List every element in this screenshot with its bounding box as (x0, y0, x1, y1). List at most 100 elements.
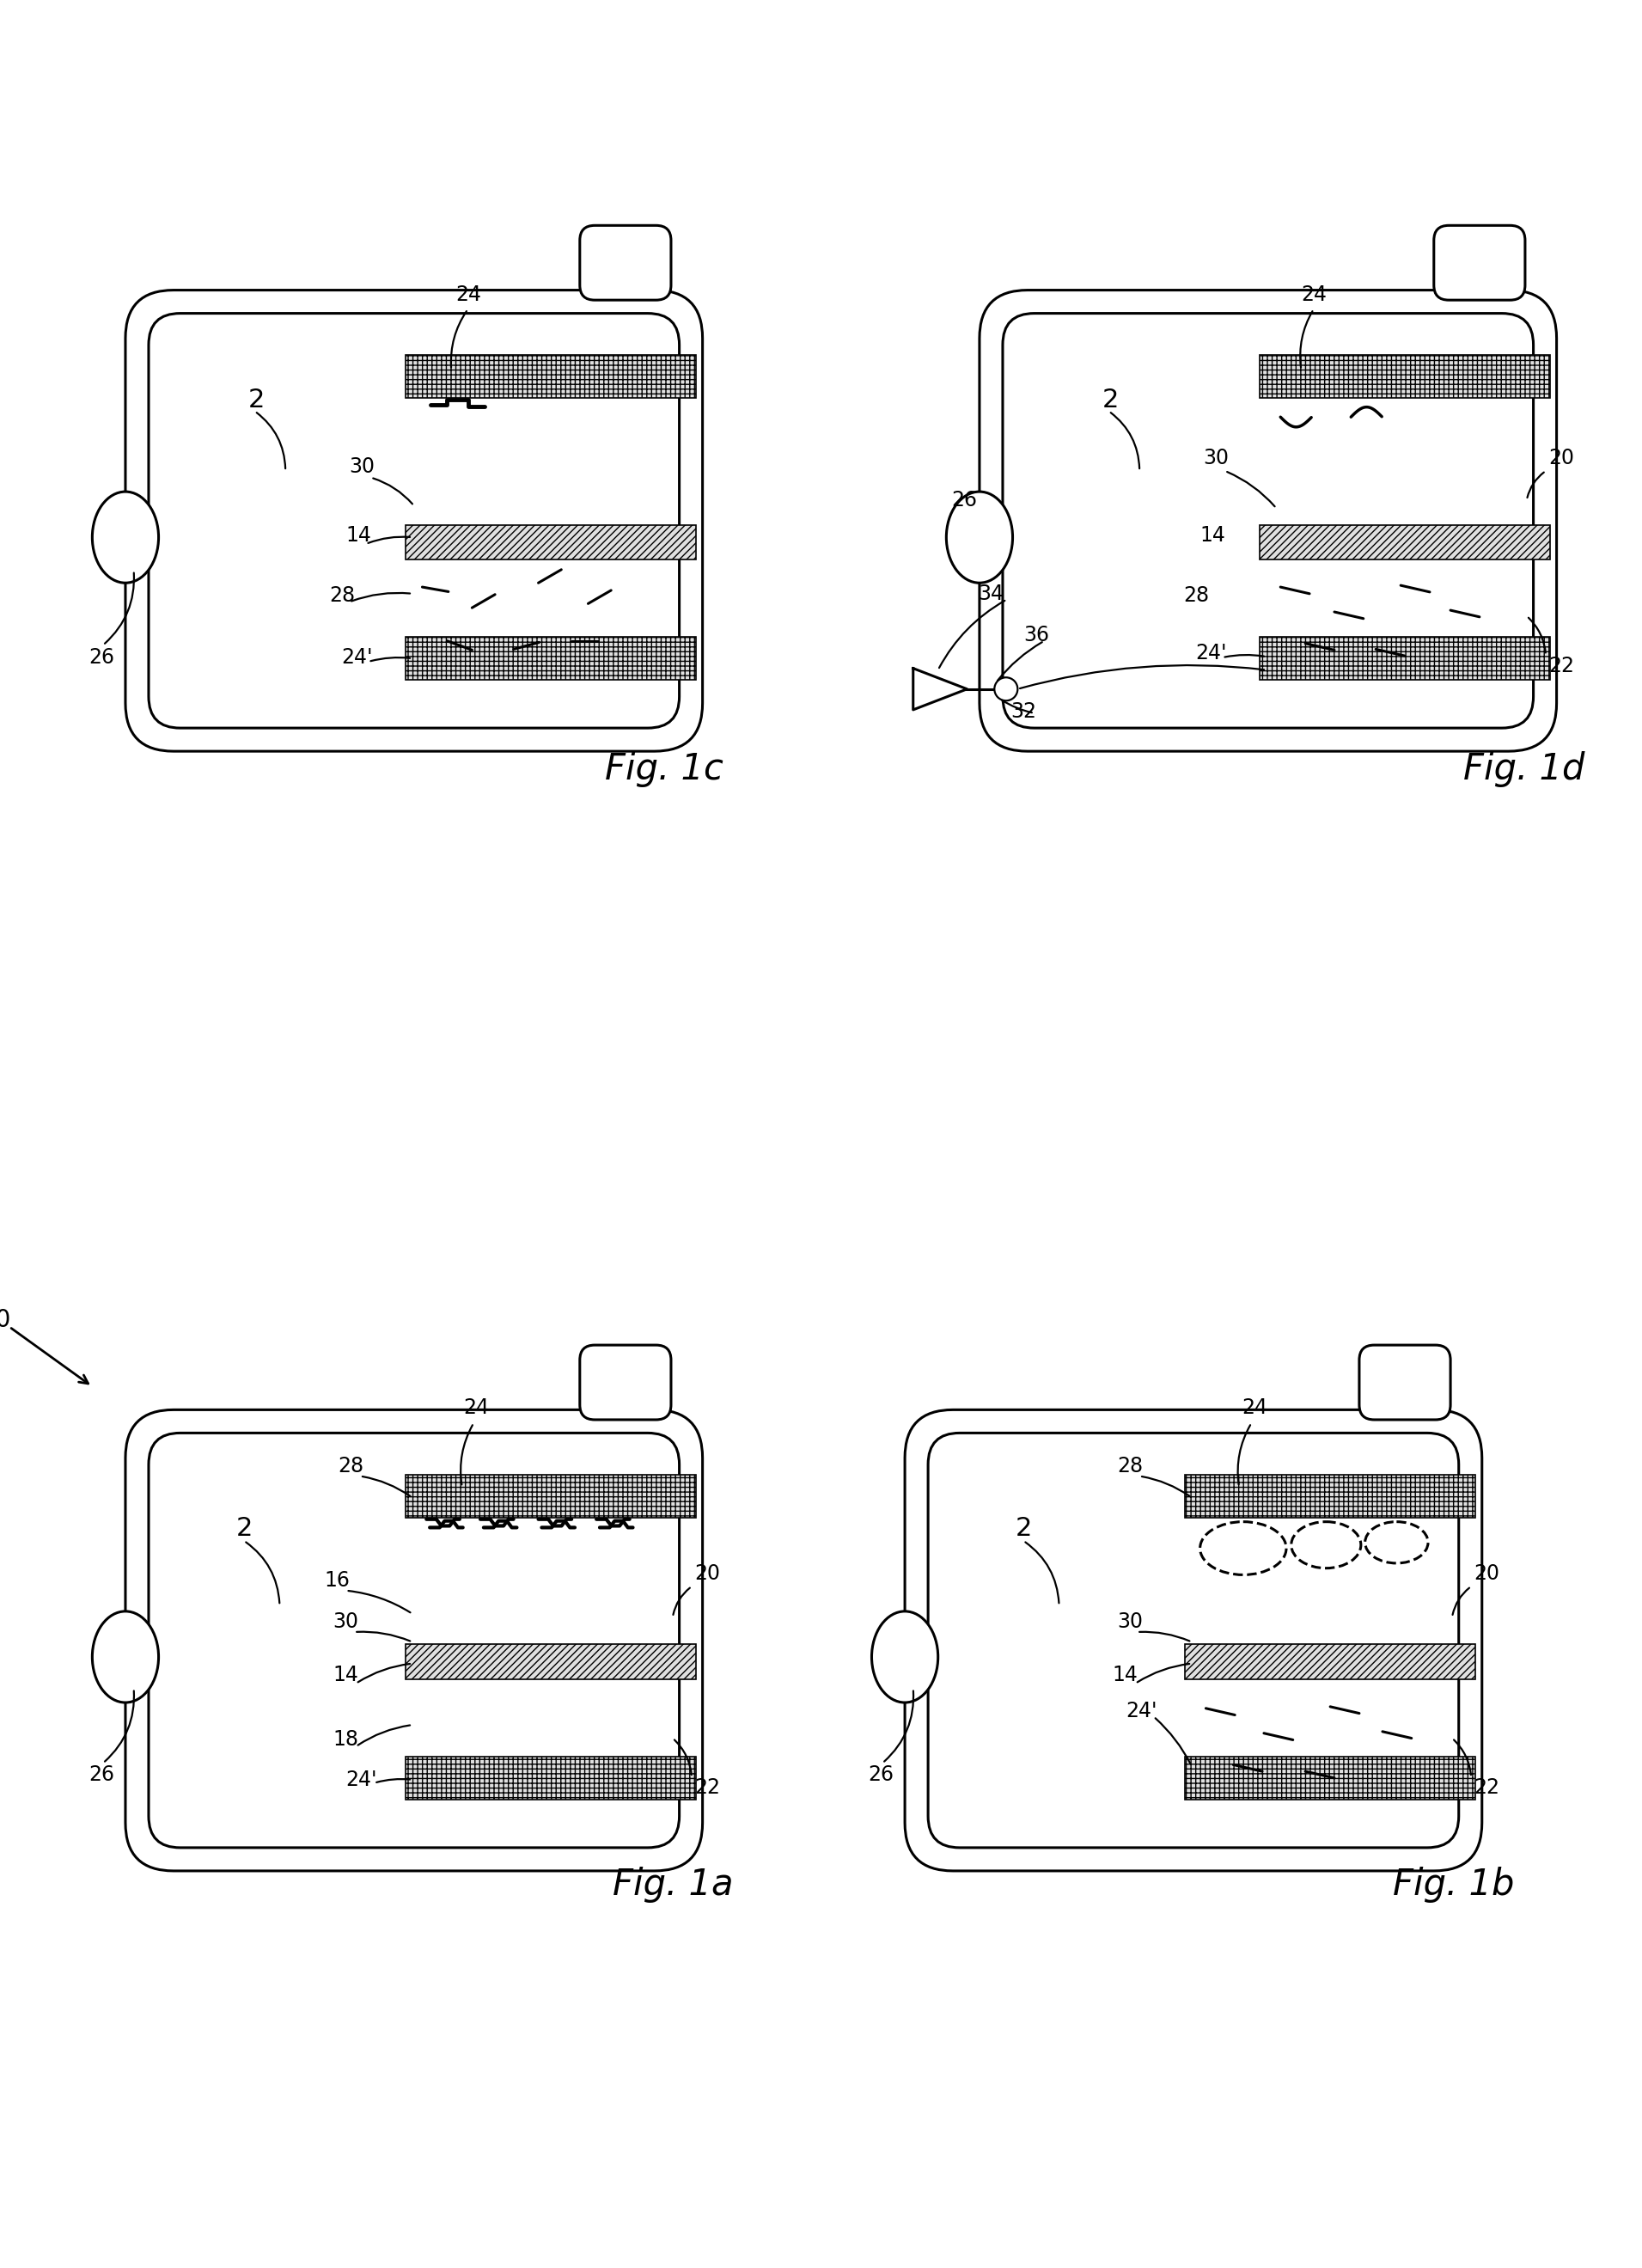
Bar (1259, 354, 1550, 397)
FancyArrowPatch shape (371, 658, 410, 660)
Text: 26: 26 (89, 1765, 115, 1785)
FancyArrowPatch shape (351, 592, 410, 601)
Text: 26: 26 (951, 490, 977, 510)
Text: 32: 32 (1011, 701, 1036, 721)
Text: 16: 16 (325, 1569, 350, 1590)
FancyArrowPatch shape (673, 1588, 690, 1615)
FancyBboxPatch shape (580, 1345, 672, 1420)
FancyArrowPatch shape (1138, 1665, 1189, 1683)
Text: 14: 14 (1200, 526, 1225, 547)
FancyArrowPatch shape (368, 538, 410, 542)
FancyArrowPatch shape (105, 574, 135, 644)
Bar (406, 637, 696, 680)
Text: 2: 2 (248, 388, 264, 413)
Bar (406, 1644, 696, 1678)
FancyBboxPatch shape (149, 313, 680, 728)
FancyArrowPatch shape (1140, 1633, 1189, 1642)
Ellipse shape (1365, 1522, 1429, 1563)
FancyArrowPatch shape (1300, 311, 1312, 367)
Bar (406, 354, 696, 397)
Text: 20: 20 (1473, 1563, 1499, 1585)
Text: 18: 18 (333, 1730, 358, 1751)
FancyBboxPatch shape (905, 1411, 1483, 1871)
FancyBboxPatch shape (1003, 313, 1534, 728)
Text: 24: 24 (455, 286, 481, 306)
FancyArrowPatch shape (105, 1692, 135, 1762)
FancyArrowPatch shape (256, 413, 286, 469)
Bar (1186, 1755, 1475, 1799)
FancyArrowPatch shape (1227, 472, 1274, 506)
Text: 34: 34 (979, 583, 1003, 603)
FancyArrowPatch shape (1529, 617, 1545, 653)
Bar (1259, 637, 1550, 680)
FancyArrowPatch shape (452, 311, 466, 367)
FancyArrowPatch shape (246, 1542, 279, 1603)
FancyArrowPatch shape (358, 1665, 410, 1683)
Text: Fig. 1b: Fig. 1b (1392, 1867, 1514, 1903)
FancyBboxPatch shape (125, 290, 703, 751)
Text: 36: 36 (1023, 624, 1049, 646)
FancyArrowPatch shape (356, 1631, 410, 1642)
Text: Fig. 1c: Fig. 1c (604, 751, 722, 787)
Ellipse shape (1200, 1522, 1286, 1574)
FancyArrowPatch shape (885, 1692, 913, 1762)
FancyArrowPatch shape (1453, 1740, 1471, 1776)
Text: 24': 24' (346, 1769, 378, 1789)
Text: 20: 20 (1548, 449, 1575, 469)
Bar (406, 524, 696, 560)
Text: 24': 24' (1195, 644, 1227, 665)
Text: 2: 2 (236, 1515, 253, 1540)
Text: 24': 24' (1125, 1701, 1156, 1721)
Ellipse shape (92, 1610, 159, 1703)
FancyArrowPatch shape (376, 1778, 410, 1783)
Text: 24: 24 (463, 1397, 489, 1418)
Bar (1259, 524, 1550, 560)
Text: 20: 20 (695, 1563, 721, 1585)
FancyArrowPatch shape (939, 601, 1005, 667)
FancyBboxPatch shape (1360, 1345, 1450, 1420)
FancyArrowPatch shape (998, 642, 1043, 680)
Text: 30: 30 (333, 1613, 358, 1633)
Text: 10: 10 (0, 1309, 11, 1331)
Text: 24': 24' (342, 646, 373, 667)
Text: 24: 24 (1241, 1397, 1268, 1418)
Text: 2: 2 (1015, 1515, 1031, 1540)
FancyBboxPatch shape (149, 1433, 680, 1848)
Ellipse shape (1291, 1522, 1361, 1567)
FancyBboxPatch shape (125, 1411, 703, 1871)
Text: 30: 30 (1117, 1613, 1143, 1633)
FancyArrowPatch shape (1110, 413, 1140, 469)
FancyArrowPatch shape (358, 1726, 410, 1744)
Text: 14: 14 (1112, 1665, 1138, 1685)
Ellipse shape (946, 492, 1013, 583)
Text: 26: 26 (869, 1765, 895, 1785)
Bar (1186, 1474, 1475, 1517)
Ellipse shape (872, 1610, 938, 1703)
Text: 30: 30 (1204, 449, 1230, 469)
Text: Fig. 1a: Fig. 1a (612, 1867, 734, 1903)
Text: 30: 30 (350, 456, 374, 476)
Text: 2: 2 (1102, 388, 1118, 413)
Text: 14: 14 (333, 1665, 358, 1685)
FancyArrowPatch shape (675, 1740, 691, 1776)
FancyBboxPatch shape (928, 1433, 1458, 1848)
Bar (406, 1755, 696, 1799)
Bar (406, 1474, 696, 1517)
Polygon shape (913, 669, 967, 710)
FancyArrowPatch shape (461, 1424, 473, 1486)
Bar (1186, 1644, 1475, 1678)
Text: 14: 14 (346, 526, 371, 547)
FancyArrowPatch shape (1238, 1424, 1250, 1486)
Text: 22: 22 (1473, 1778, 1499, 1799)
FancyBboxPatch shape (580, 225, 672, 299)
FancyArrowPatch shape (1002, 701, 1031, 712)
FancyArrowPatch shape (1156, 1719, 1190, 1765)
Text: 22: 22 (695, 1778, 721, 1799)
FancyArrowPatch shape (363, 1476, 410, 1497)
Circle shape (995, 678, 1018, 701)
Text: 22: 22 (1548, 655, 1575, 676)
FancyArrowPatch shape (1453, 1588, 1470, 1615)
FancyArrowPatch shape (348, 1590, 410, 1613)
FancyArrowPatch shape (1141, 1476, 1190, 1497)
Text: 24: 24 (1300, 286, 1327, 306)
